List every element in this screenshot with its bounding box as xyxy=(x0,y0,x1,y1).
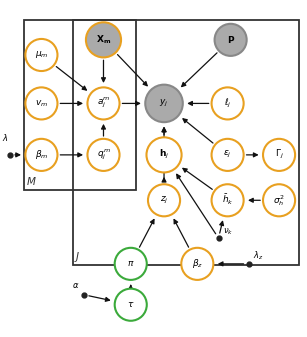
Text: $\beta_m$: $\beta_m$ xyxy=(35,148,48,161)
Text: $\mathbf{P}$: $\mathbf{P}$ xyxy=(227,34,235,45)
Text: $a_j^m$: $a_j^m$ xyxy=(97,96,110,111)
Circle shape xyxy=(146,137,181,173)
Bar xyxy=(73,20,299,265)
Circle shape xyxy=(25,39,57,71)
Circle shape xyxy=(212,184,244,216)
Text: $\lambda_z$: $\lambda_z$ xyxy=(253,250,264,262)
Text: $y_j$: $y_j$ xyxy=(159,98,169,109)
Text: $q_j^m$: $q_j^m$ xyxy=(96,148,111,162)
Circle shape xyxy=(115,289,147,321)
Text: $\Gamma_j$: $\Gamma_j$ xyxy=(275,148,283,161)
Circle shape xyxy=(263,184,295,216)
Circle shape xyxy=(263,139,295,171)
Circle shape xyxy=(181,248,213,280)
Text: $\beta_z$: $\beta_z$ xyxy=(192,257,203,270)
Circle shape xyxy=(115,248,147,280)
Circle shape xyxy=(145,85,183,122)
Text: $\tau$: $\tau$ xyxy=(127,300,134,309)
Text: $\pi$: $\pi$ xyxy=(127,259,134,268)
Text: $\varepsilon_j$: $\varepsilon_j$ xyxy=(223,149,232,160)
Circle shape xyxy=(212,87,244,119)
Circle shape xyxy=(25,87,57,119)
Bar xyxy=(24,20,136,190)
Text: $\nu_k$: $\nu_k$ xyxy=(223,226,233,237)
Text: $\bar{h}_k$: $\bar{h}_k$ xyxy=(222,193,233,208)
Circle shape xyxy=(86,22,121,57)
Text: $z_j$: $z_j$ xyxy=(160,195,168,206)
Circle shape xyxy=(212,139,244,171)
Text: M: M xyxy=(26,177,35,187)
Text: $\alpha$: $\alpha$ xyxy=(72,281,79,290)
Text: J: J xyxy=(76,252,79,262)
Circle shape xyxy=(215,24,247,56)
Text: $\lambda$: $\lambda$ xyxy=(2,132,8,143)
Text: $\sigma_h^2$: $\sigma_h^2$ xyxy=(273,193,285,208)
Text: $\mathbf{X_m}$: $\mathbf{X_m}$ xyxy=(96,34,111,46)
Text: $\mu_m$: $\mu_m$ xyxy=(35,50,48,60)
Circle shape xyxy=(25,139,57,171)
Circle shape xyxy=(148,184,180,216)
Circle shape xyxy=(87,139,119,171)
Circle shape xyxy=(87,87,119,119)
Text: $\ell_j$: $\ell_j$ xyxy=(224,97,231,110)
Text: $v_m$: $v_m$ xyxy=(35,98,48,109)
Text: $\mathbf{h}_j$: $\mathbf{h}_j$ xyxy=(159,148,169,161)
